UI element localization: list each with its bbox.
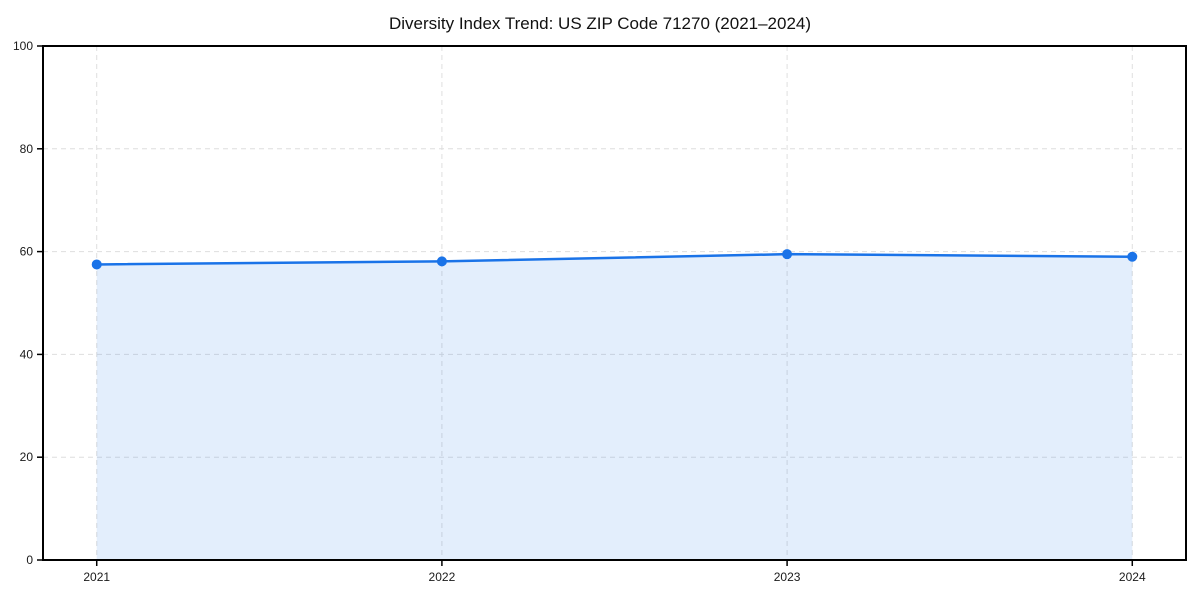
- data-point-2021: [91, 259, 102, 270]
- chart-title: Diversity Index Trend: US ZIP Code 71270…: [388, 14, 812, 33]
- y-axis-tick-label-40: 40: [20, 347, 34, 361]
- y-axis-tick-label-100: 100: [13, 39, 33, 53]
- trend-line: [95, 252, 1134, 266]
- y-axis-tick-label-60: 60: [20, 245, 34, 259]
- x-axis-tick-label-2021: 2021: [83, 570, 110, 584]
- data-point-2023: [782, 249, 793, 260]
- data-point-2022: [436, 256, 447, 267]
- x-axis-tick-label-2022: 2022: [429, 570, 456, 584]
- y-axis-tick-label-20: 20: [20, 450, 34, 464]
- y-axis-tick-label-80: 80: [20, 142, 34, 156]
- plot-border: [42, 45, 1187, 561]
- data-point-2024: [1127, 251, 1138, 262]
- area-fill: [96, 254, 1133, 561]
- y-axis-tick-label-0: 0: [26, 553, 33, 567]
- x-axis-tick-label-2024: 2024: [1119, 570, 1146, 584]
- x-axis-tick-label-2023: 2023: [774, 570, 801, 584]
